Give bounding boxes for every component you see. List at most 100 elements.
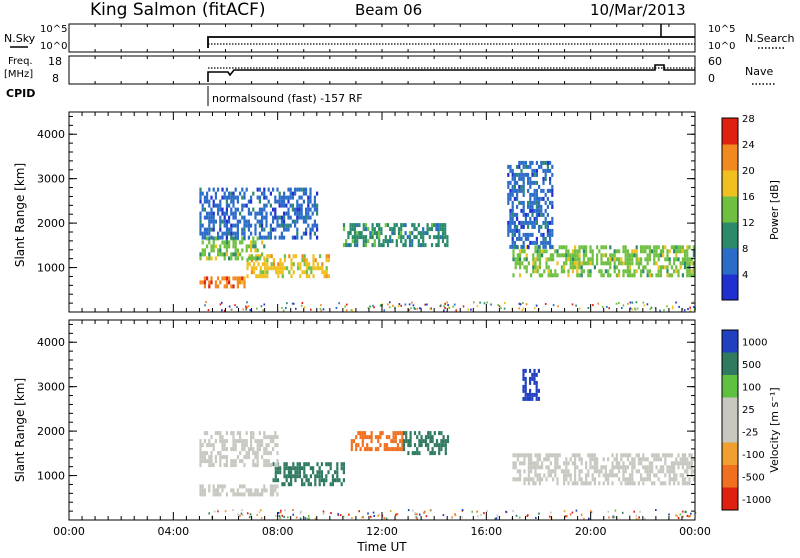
- velocity-cell: [250, 447, 253, 452]
- power-cell: [417, 231, 420, 236]
- power-cell: [538, 273, 541, 278]
- power-cell: [607, 261, 610, 266]
- velocity-cell: [686, 457, 689, 462]
- power-scatter-dot: [503, 307, 506, 310]
- power-cell: [655, 273, 658, 278]
- velocity-scatter-dot: [477, 515, 479, 518]
- power-cell: [522, 164, 525, 169]
- power-scatter-dot: [500, 307, 502, 310]
- velocity-cell: [203, 431, 206, 436]
- velocity-cell: [533, 380, 536, 385]
- velocity-cell: [547, 465, 550, 470]
- velocity-cell: [624, 453, 627, 458]
- velocity-cell: [331, 474, 334, 479]
- power-cell: [677, 257, 680, 262]
- power-scatter-dot: [410, 307, 412, 310]
- power-scatter-dot: [319, 307, 322, 310]
- power-cell: [236, 248, 239, 253]
- velocity-cell: [642, 477, 645, 482]
- velocity-cell: [576, 481, 579, 486]
- power-scatter-dot: [631, 301, 634, 304]
- power-cell: [692, 253, 695, 258]
- power-cell: [532, 261, 535, 266]
- power-cell: [221, 231, 224, 236]
- power-cell: [254, 240, 257, 245]
- power-cell: [554, 269, 557, 274]
- power-cell: [677, 245, 680, 250]
- power-cell: [225, 284, 228, 289]
- power-scatter-dot: [443, 305, 445, 308]
- power-scatter-dot: [373, 306, 375, 309]
- velocity-cell: [424, 439, 428, 444]
- velocity-cell: [524, 384, 527, 389]
- velocity-cell: [338, 478, 341, 483]
- power-cell: [250, 199, 253, 204]
- power-cell: [684, 249, 687, 254]
- velocity-cell: [633, 465, 636, 470]
- power-cell: [529, 160, 532, 165]
- power-cell: [635, 245, 638, 250]
- power-cell: [199, 231, 202, 236]
- power-cell: [602, 253, 605, 258]
- power-cell: [199, 252, 202, 257]
- power-cell: [272, 258, 275, 263]
- power-cell: [201, 207, 204, 212]
- velocity-cell: [522, 388, 525, 393]
- velocity-cell: [298, 466, 301, 471]
- velocity-scatter-dot: [339, 514, 342, 517]
- power-cell: [378, 243, 381, 248]
- velocity-cell: [637, 457, 640, 462]
- power-cell: [551, 232, 554, 237]
- velocity-scatter-dot: [628, 514, 631, 517]
- velocity-cell: [534, 453, 537, 458]
- power-cell: [263, 207, 266, 212]
- power-cell: [624, 269, 627, 274]
- power-cell: [540, 240, 543, 245]
- power-cell: [535, 168, 538, 173]
- power-cell: [529, 204, 532, 209]
- velocity-cell: [534, 473, 537, 478]
- velocity-cell: [529, 380, 532, 385]
- power-cell: [521, 261, 524, 266]
- power-cell: [551, 164, 554, 169]
- power-cell: [437, 231, 440, 236]
- power-cell: [327, 258, 330, 263]
- power-cell: [228, 227, 231, 232]
- power-cell: [236, 223, 239, 228]
- power-cell: [522, 172, 525, 177]
- velocity-cell: [208, 439, 211, 444]
- velocity-cell: [276, 478, 280, 483]
- velocity-cell: [254, 463, 257, 468]
- power-cell: [267, 199, 270, 204]
- velocity-scatter-dot: [635, 517, 638, 520]
- velocity-cell: [214, 455, 217, 460]
- power-cell: [666, 257, 669, 262]
- velocity-cell: [232, 447, 235, 452]
- power-cell: [327, 274, 330, 279]
- power-cell: [258, 256, 261, 261]
- velocity-scatter-dot: [505, 510, 507, 513]
- power-scatter-dot: [635, 301, 638, 304]
- power-cell: [219, 207, 222, 212]
- power-cell: [239, 191, 242, 196]
- velocity-cell: [585, 477, 588, 482]
- power-cell: [655, 253, 658, 258]
- power-cell: [208, 284, 211, 289]
- velocity-cell: [611, 453, 614, 458]
- velocity-cell: [274, 435, 277, 440]
- power-cell: [596, 261, 599, 266]
- power-cell: [225, 195, 228, 200]
- velocity-cell: [359, 435, 362, 440]
- power-cell: [212, 187, 215, 192]
- power-cell: [535, 188, 538, 193]
- velocity-cell: [664, 453, 667, 458]
- velocity-cell: [234, 463, 237, 468]
- power-cell: [232, 195, 235, 200]
- velocity-cell: [657, 453, 660, 458]
- power-cell: [311, 211, 314, 216]
- power-cell: [648, 249, 651, 254]
- velocity-cell: [552, 469, 555, 474]
- velocity-cell: [256, 447, 259, 452]
- power-cell: [217, 211, 220, 216]
- velocity-scatter-dot: [250, 515, 252, 517]
